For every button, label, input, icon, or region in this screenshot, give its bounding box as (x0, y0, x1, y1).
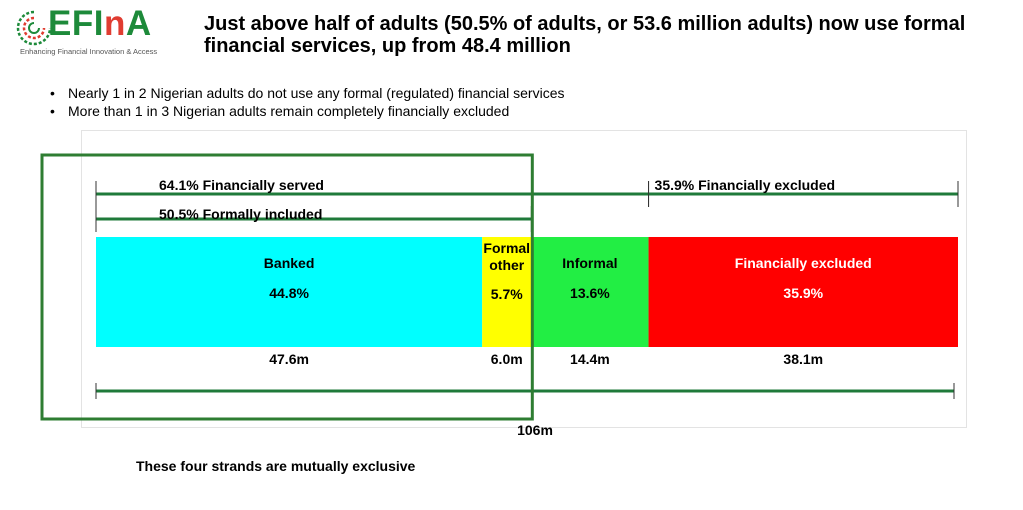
efina-logo-icon (14, 8, 54, 53)
segment-name-line: Banked (263, 255, 315, 271)
bullet-item: Nearly 1 in 2 Nigerian adults do not use… (48, 84, 564, 102)
footnote: These four strands are mutually exclusiv… (136, 458, 416, 474)
segment-absolute-label: 6.0m (490, 351, 523, 367)
segment-name-label: Financially excluded (649, 255, 958, 272)
bar-segment (96, 237, 483, 347)
chart-frame (81, 130, 967, 428)
segment-value-label: 44.8% (269, 285, 309, 301)
slide-title: Just above half of adults (50.5% of adul… (204, 13, 966, 57)
segment-name-line: other (489, 257, 525, 273)
segment-value-label: 35.9% (783, 285, 824, 301)
efina-tagline: Enhancing Financial Innovation & Access (20, 47, 158, 56)
segment-name-line: Informal (562, 255, 618, 271)
segment-value-label: 5.7% (490, 286, 523, 302)
bar-segment (531, 237, 649, 347)
segment-name-line: Formal (483, 240, 531, 256)
bullet-list: Nearly 1 in 2 Nigerian adults do not use… (48, 84, 564, 120)
bracket-label: 64.1% Financially served (159, 177, 324, 193)
bullet-item: More than 1 in 3 Nigerian adults remain … (48, 102, 564, 120)
bar-segment (482, 237, 532, 347)
segment-absolute-label: 47.6m (269, 351, 309, 367)
segment-name-line: Financially excluded (734, 255, 872, 271)
formal-highlight-box (40, 153, 534, 421)
bracket-label: 35.9% Financially excluded (654, 177, 836, 193)
segment-name-label: Informal (531, 255, 648, 272)
segment-name-label: Banked (96, 255, 482, 272)
efina-logo-text: EFInA (48, 4, 152, 43)
total-label: 106m (517, 422, 553, 438)
segment-name-label: Formal other (482, 240, 531, 274)
bar-segment (648, 237, 958, 347)
segment-absolute-label: 14.4m (570, 351, 610, 367)
segment-absolute-label: 38.1m (783, 351, 824, 367)
bracket-label: 50.5% Formally included (159, 206, 323, 222)
segment-value-label: 13.6% (570, 285, 610, 301)
